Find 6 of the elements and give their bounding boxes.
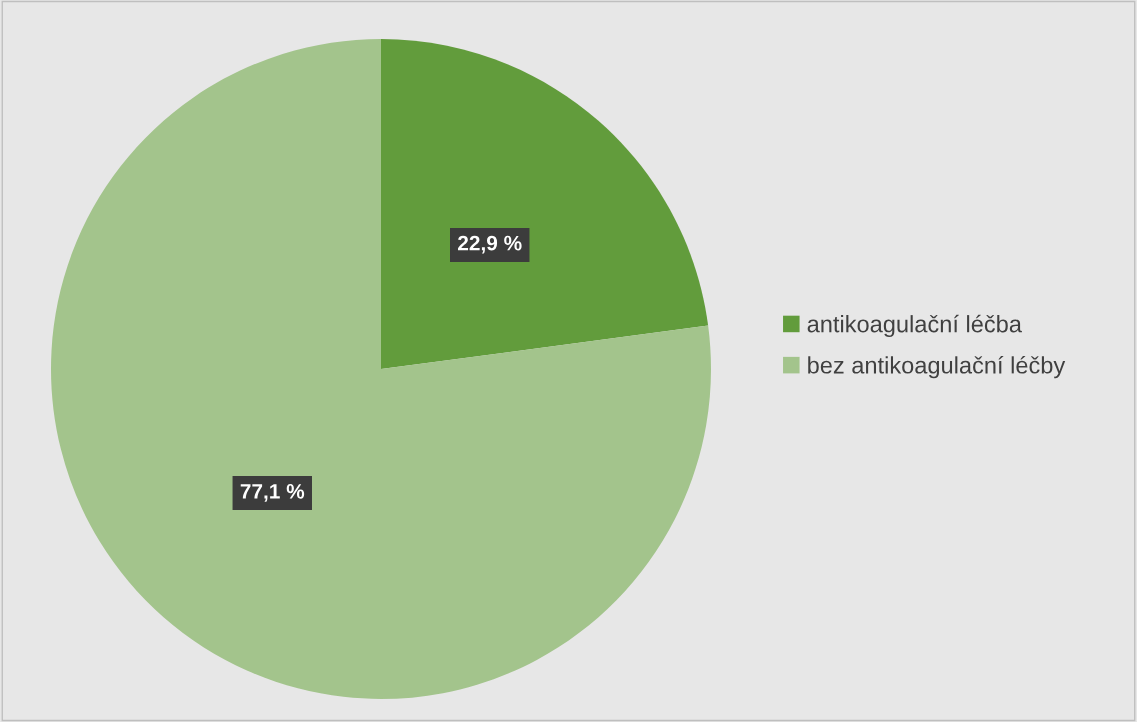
legend-label: antikoagulační léčba [807, 314, 1022, 338]
data-label: 77,1 % [240, 484, 305, 502]
pie-slice [381, 39, 709, 369]
data-label: 22,9 % [458, 235, 522, 254]
pie-slice [51, 39, 711, 699]
legend-label: bez antikoagulační léčby [808, 356, 1066, 379]
